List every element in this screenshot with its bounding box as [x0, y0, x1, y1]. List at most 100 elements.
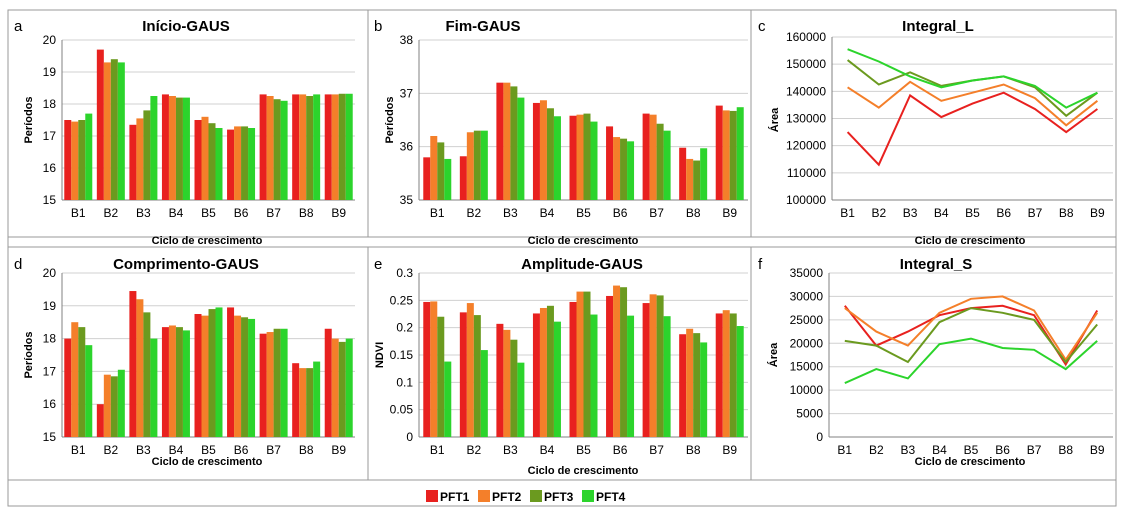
bar-pft2-b4 — [168, 96, 176, 200]
bar-pft3-b4 — [175, 97, 183, 200]
bar-pft4-b6 — [627, 141, 635, 200]
y-tick-label: 37 — [400, 86, 414, 100]
bar-pft3-b6 — [620, 287, 628, 437]
y-tick-label: 10000 — [790, 383, 824, 397]
legend-swatch — [582, 490, 594, 502]
bar-pft3-b1 — [78, 327, 86, 437]
x-tick-label: B5 — [965, 206, 980, 220]
bar-pft1-b8 — [679, 334, 687, 437]
bar-pft3-b8 — [693, 333, 701, 437]
bar-pft3-b1 — [437, 142, 445, 200]
bar-pft3-b3 — [143, 312, 151, 437]
bar-pft3-b6 — [620, 138, 628, 200]
bar-pft4-b1 — [85, 113, 93, 200]
bar-pft1-b8 — [292, 94, 300, 200]
y-tick-label: 120000 — [786, 139, 826, 153]
y-tick-label: 25000 — [790, 313, 824, 327]
bar-pft3-b1 — [437, 316, 445, 437]
bar-pft3-b7 — [656, 295, 664, 437]
x-tick-label: B3 — [503, 443, 518, 457]
y-tick-label: 18 — [43, 97, 57, 111]
x-tick-label: B6 — [234, 443, 249, 457]
bar-pft2-b2 — [103, 374, 111, 437]
y-tick-label: 35 — [400, 193, 414, 207]
bar-pft2-b5 — [201, 116, 209, 200]
x-tick-label: B6 — [995, 443, 1010, 457]
legend: PFT1 PFT2 PFT3 PFT4 — [426, 490, 626, 504]
bar-pft3-b7 — [273, 328, 281, 437]
x-tick-label: B9 — [331, 206, 346, 220]
bar-pft4-b7 — [280, 100, 288, 200]
x-tick-label: B9 — [722, 206, 737, 220]
bar-pft1-b1 — [423, 157, 431, 200]
bar-pft2-b9 — [331, 94, 339, 200]
bar-pft1-b7 — [642, 303, 650, 437]
bar-pft1-b3 — [496, 323, 504, 437]
bar-pft2-b6 — [613, 285, 621, 437]
bar-pft2-b9 — [722, 310, 730, 437]
y-tick-label: 0.15 — [390, 348, 414, 362]
x-tick-label: B9 — [1090, 206, 1105, 220]
x-axis-label: Ciclo de crescimento — [152, 235, 263, 247]
panel-c: 100000 110000 120000 130000 140000 150000 1600… — [750, 9, 1117, 247]
line-pft2 — [847, 80, 1099, 127]
x-tick-label: B1 — [71, 443, 86, 457]
x-tick-label: B3 — [503, 206, 518, 220]
legend-label: PFT2 — [492, 490, 522, 504]
bar-pft4-b4 — [182, 330, 190, 437]
bar-pft1-b9 — [715, 105, 723, 200]
x-tick-label: B3 — [136, 206, 151, 220]
y-tick-label: 17 — [43, 129, 57, 143]
bar-pft3-b5 — [208, 123, 216, 200]
bar-pft4-b1 — [444, 158, 452, 200]
bar-pft2-b6 — [234, 126, 242, 200]
x-tick-label: B7 — [649, 206, 664, 220]
x-tick-label: B6 — [234, 206, 249, 220]
x-tick-label: B3 — [903, 206, 918, 220]
x-tick-label: B8 — [1059, 206, 1074, 220]
y-axis-label: NDVI — [374, 342, 386, 368]
y-tick-label: 5000 — [796, 407, 823, 421]
bar-pft2-b5 — [576, 114, 584, 200]
x-tick-label: B8 — [299, 206, 314, 220]
bar-pft4-b7 — [663, 316, 671, 437]
y-tick-label: 15 — [43, 193, 57, 207]
bar-pft3-b2 — [473, 130, 481, 200]
panel-d: 15 16 17 18 19 20 B1 B2 B3 B4 B5 B6 B7 B8 B9 Compriment… — [7, 246, 369, 481]
bar-pft2-b5 — [201, 315, 209, 437]
x-tick-label: B2 — [466, 443, 481, 457]
legend-swatch — [530, 490, 542, 502]
x-tick-label: B1 — [71, 206, 86, 220]
x-tick-label: B2 — [103, 206, 118, 220]
bar-pft2-b6 — [613, 137, 621, 200]
bar-pft1-b2 — [459, 312, 467, 437]
bar-pft2-b2 — [466, 303, 474, 437]
x-tick-label: B2 — [869, 443, 884, 457]
bar-pft1-b7 — [642, 113, 650, 200]
chart-panels: 15 16 17 18 19 20 B1 B2 B3 B4 B5 B6 B7 B8 B9 Início-GAU… — [7, 9, 1117, 507]
line-pft4 — [844, 337, 1098, 385]
panel-letter: a — [14, 18, 23, 35]
bar-pft3-b7 — [656, 123, 664, 200]
bar-pft3-b3 — [143, 110, 151, 200]
y-tick-label: 140000 — [786, 84, 826, 98]
panel-f: 0 5000 10000 15000 20000 25000 30000 35000 B1 B2 B… — [750, 246, 1117, 481]
bar-pft4-b8 — [313, 94, 321, 200]
y-tick-label: 130000 — [786, 112, 826, 126]
bar-pft3-b5 — [208, 309, 216, 437]
bar-pft2-b8 — [686, 158, 694, 200]
y-tick-label: 38 — [400, 33, 414, 47]
x-tick-label: B7 — [1028, 206, 1043, 220]
y-tick-label: 15000 — [790, 360, 824, 374]
x-tick-label: B7 — [649, 443, 664, 457]
bar-pft1-b5 — [569, 301, 577, 437]
x-axis-label: Ciclo de crescimento — [528, 465, 639, 477]
x-tick-label: B1 — [837, 443, 852, 457]
chart-title: Amplitude-GAUS — [521, 256, 643, 273]
bar-pft3-b4 — [175, 327, 183, 437]
bar-pft4-b5 — [215, 128, 223, 200]
x-tick-label: B1 — [840, 206, 855, 220]
bar-pft4-b7 — [663, 130, 671, 200]
bar-pft4-b2 — [480, 350, 488, 437]
bar-pft3-b5 — [583, 113, 591, 200]
